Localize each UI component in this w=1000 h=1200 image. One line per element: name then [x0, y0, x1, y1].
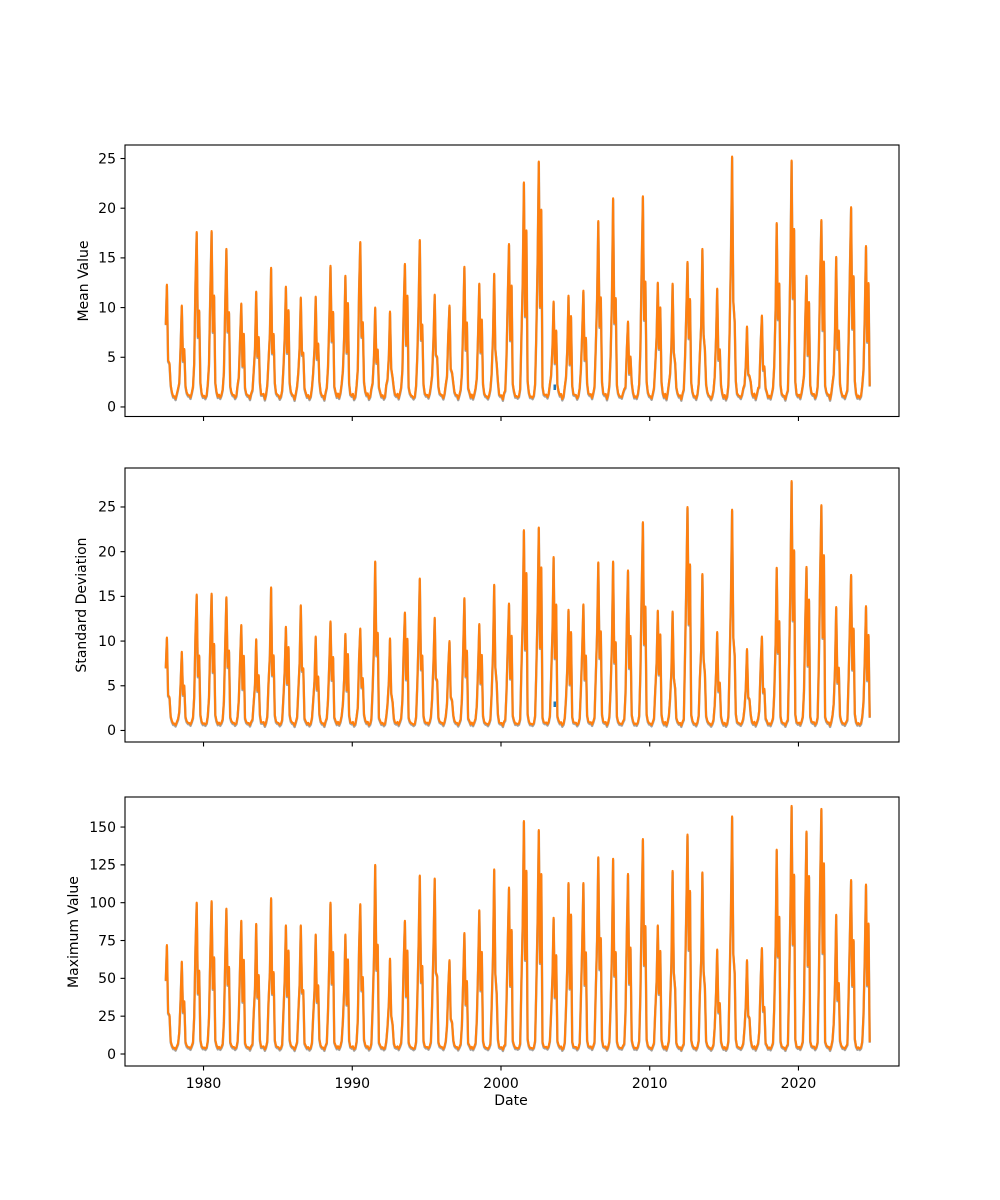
axes-spines-mean [124, 144, 900, 418]
y-tick-label-max-3: 75 [98, 933, 116, 949]
y-tick-label-max-2: 50 [98, 971, 116, 987]
y-axis-label-mean-value: Mean Value [76, 240, 92, 322]
y-tick-label-std-3: 15 [98, 589, 116, 605]
series-line-max [164, 804, 871, 1051]
x-tick-label-3: 2010 [632, 1076, 668, 1092]
y-axis-label-standard-deviation: Standard Deviation [74, 537, 90, 673]
y-tick-label-max-6: 150 [89, 820, 116, 836]
series-line-std [164, 480, 871, 727]
y-tick-label-std-0: 0 [107, 723, 116, 739]
x-tick-label-4: 2020 [781, 1076, 817, 1092]
x-axis-label-date: Date [494, 1093, 528, 1109]
y-tick-label-max-1: 25 [98, 1009, 116, 1025]
y-tick-label-max-5: 125 [89, 858, 116, 874]
y-tick-label-std-4: 20 [98, 544, 116, 560]
y-tick-label-std-5: 25 [98, 500, 116, 516]
y-tick-label-mean-0: 0 [107, 400, 116, 416]
series-line-mean [164, 155, 871, 401]
stray-blue-mark-0 [553, 384, 556, 390]
x-tick-label-2: 2000 [483, 1076, 519, 1092]
y-tick-label-mean-3: 15 [98, 251, 116, 267]
y-tick-label-std-2: 10 [98, 634, 116, 650]
axes-spines-std [124, 467, 900, 743]
y-tick-label-mean-5: 25 [98, 151, 116, 167]
y-tick-label-max-0: 0 [107, 1047, 116, 1063]
y-tick-label-max-4: 100 [89, 895, 116, 911]
y-tick-label-mean-1: 5 [107, 350, 116, 366]
y-tick-label-std-1: 5 [107, 679, 116, 695]
stray-blue-mark-1 [553, 701, 556, 707]
y-axis-label-maximum-value: Maximum Value [66, 875, 82, 988]
x-tick-label-1: 1990 [334, 1076, 370, 1092]
y-tick-label-mean-2: 10 [98, 300, 116, 316]
x-tick-label-0: 1980 [186, 1076, 222, 1092]
y-tick-label-mean-4: 20 [98, 201, 116, 217]
axes-spines-max [124, 796, 900, 1067]
